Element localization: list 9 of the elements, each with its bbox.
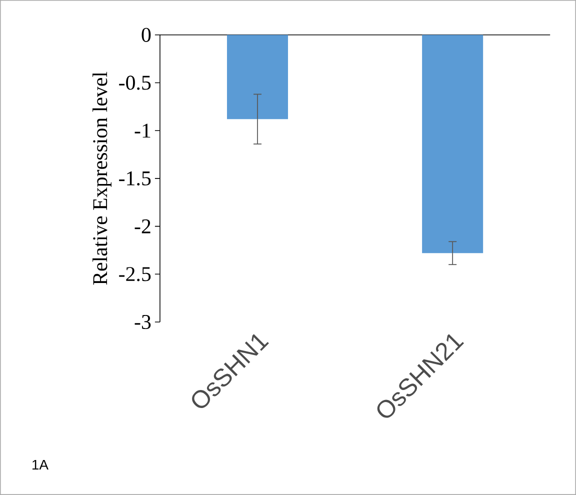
y-tick-label: -0.5 [119,76,151,90]
y-tick-label: 0 [142,28,151,42]
y-tick-label: -1.5 [119,171,151,186]
text: 1A [32,460,48,470]
y-tick-label: -2.5 [119,267,151,282]
y-tick-label: -2 [134,219,150,234]
y-tick-label: -1 [134,124,150,138]
y-tick-label: -3 [134,314,151,330]
y-axis-title: Relative Expression level [92,72,112,285]
